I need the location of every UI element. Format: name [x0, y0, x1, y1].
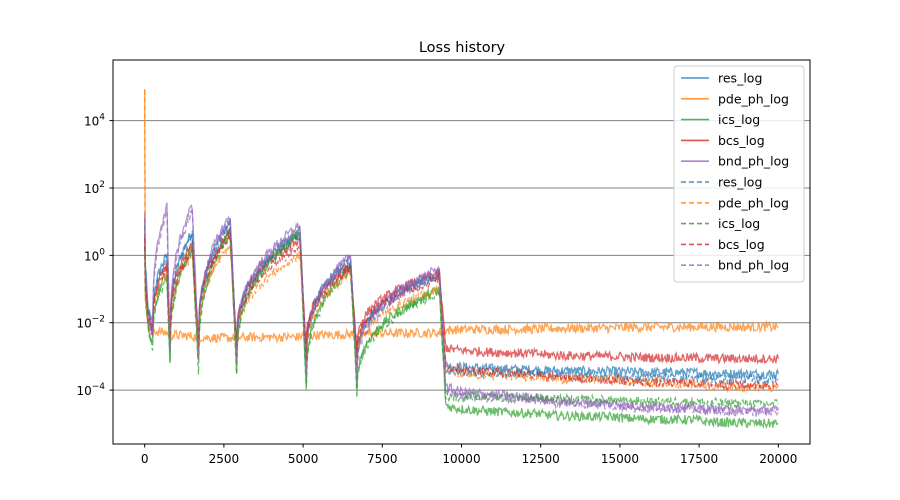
x-tick-label: 20000 [759, 452, 797, 466]
x-tick-label: 17500 [680, 452, 718, 466]
legend-label: pde_ph_log [718, 195, 789, 210]
x-tick-label: 12500 [522, 452, 560, 466]
series-line-pde_ph_log-solid [144, 89, 779, 344]
legend-label: bcs_log [718, 237, 765, 252]
x-tick-label: 10000 [442, 452, 480, 466]
series-line-res_log-dashed [144, 225, 779, 387]
legend-label: ics_log [718, 216, 760, 231]
legend-label: res_log [718, 71, 762, 86]
y-tick-label: 104 [84, 113, 105, 129]
x-tick-label: 2500 [209, 452, 240, 466]
y-tick-label: 100 [84, 247, 105, 263]
legend-label: res_log [718, 175, 762, 190]
legend-label: pde_ph_log [718, 91, 789, 106]
series-line-bnd_ph_log-dashed [144, 207, 779, 419]
legend-label: bnd_ph_log [718, 258, 789, 273]
x-tick-label: 15000 [601, 452, 639, 466]
legend: res_log pde_ph_log ics_log bcs_log bnd_ph_lo… [673, 65, 805, 283]
y-tick-label: 10−4 [76, 382, 105, 398]
x-tick-label: 0 [141, 452, 149, 466]
legend-label: bcs_log [718, 133, 765, 148]
x-axis-ticks: 0 2500 5000 7500 10000 12500 15000 17500 20000 [141, 444, 797, 466]
y-tick-label: 10−2 [76, 315, 105, 331]
x-tick-label: 5000 [288, 452, 319, 466]
legend-label: bnd_ph_log [718, 154, 789, 169]
legend-label: ics_log [718, 112, 760, 127]
series-lines [144, 89, 779, 430]
y-axis-ticks: 10−4 10−2 100 102 104 [76, 113, 113, 398]
chart-title: Loss history [419, 40, 506, 56]
y-tick-label: 102 [84, 180, 105, 196]
x-tick-label: 7500 [367, 452, 398, 466]
